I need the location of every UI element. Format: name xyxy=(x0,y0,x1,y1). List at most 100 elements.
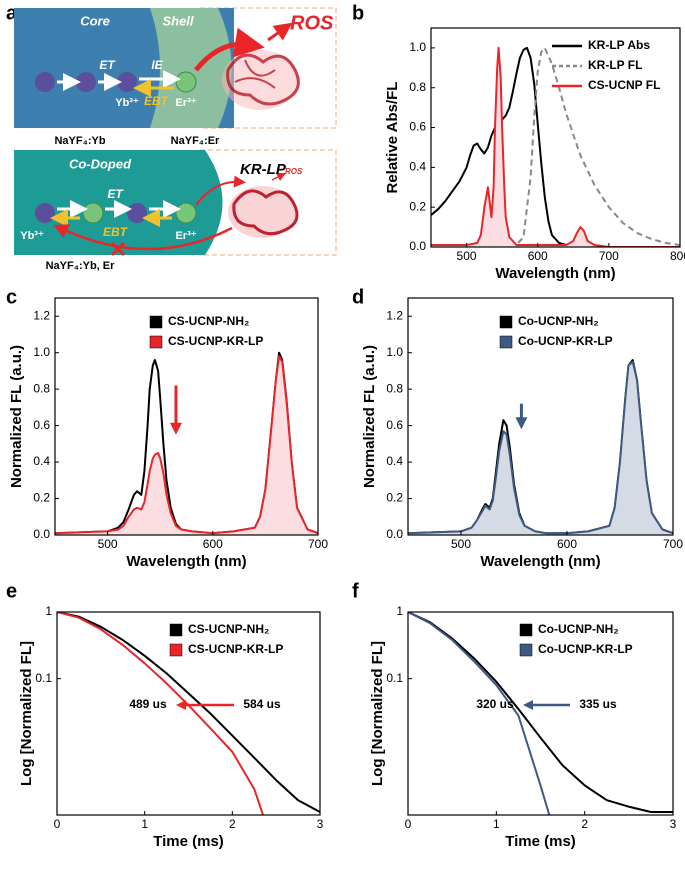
x-tick-label: 0 xyxy=(54,817,61,831)
panel-label: c xyxy=(6,286,17,308)
x-tick-label: 700 xyxy=(308,537,328,551)
label: ET xyxy=(99,58,116,72)
plot xyxy=(55,351,318,535)
plot xyxy=(408,359,673,535)
plot-frame xyxy=(407,611,674,816)
dashed-box xyxy=(199,149,337,256)
y-axis-label: Relative Abs/FL xyxy=(384,82,401,194)
y-tick-label: 0.1 xyxy=(35,671,52,685)
line xyxy=(408,612,551,815)
label: ROS xyxy=(285,167,303,176)
y-axis-label: Normalized FL (a.u.) xyxy=(8,345,25,488)
annotation: 489 us xyxy=(129,697,167,711)
arrow xyxy=(271,172,287,182)
legend-label: KR-LP Abs xyxy=(588,38,650,52)
legend-marker xyxy=(149,335,163,349)
label: NaYF₄:Er xyxy=(171,135,220,147)
legend-marker xyxy=(169,643,183,657)
ion xyxy=(35,72,55,92)
annotation-arrowhead xyxy=(523,700,533,710)
ion xyxy=(175,71,197,93)
arrow xyxy=(195,175,246,206)
plot xyxy=(431,46,680,247)
shell-shape xyxy=(150,8,232,128)
label: EBT xyxy=(144,94,170,108)
diagram-top: Core Shell ET IE EBT Yb³⁺ Er³⁺ NaYF₄:Yb … xyxy=(14,7,337,147)
y-tick-label: 0.0 xyxy=(386,527,403,541)
y-tick-label: 0.6 xyxy=(33,418,50,432)
legend-marker xyxy=(499,335,513,349)
y-tick-label: 0.1 xyxy=(386,671,403,685)
plot-frame xyxy=(56,611,321,816)
x-tick-label: 800 xyxy=(670,249,685,263)
ion xyxy=(117,72,137,92)
x-tick-label: 3 xyxy=(317,817,324,831)
x-axis-label: Time (ms) xyxy=(505,833,576,850)
y-tick-label: 0.8 xyxy=(409,80,426,94)
y-tick-label: 0.4 xyxy=(409,160,426,174)
annotation-arrowhead xyxy=(515,417,528,430)
y-tick-label: 1.2 xyxy=(33,308,50,322)
y-tick-label: 1.0 xyxy=(409,40,426,54)
panel-label: f xyxy=(352,580,359,602)
ion xyxy=(35,203,55,223)
y-axis-label: Log [Normalized FL] xyxy=(18,641,35,786)
y-tick-label: 0.4 xyxy=(33,454,50,468)
line xyxy=(408,612,673,813)
line xyxy=(408,360,673,535)
legend-marker xyxy=(149,315,163,329)
legend-label: Co-UCNP-KR-LP xyxy=(538,642,633,656)
legend-label: CS-UCNP-KR-LP xyxy=(188,642,283,656)
x-tick-label: 0 xyxy=(405,817,412,831)
x-tick-label: 700 xyxy=(599,249,619,263)
y-tick-label: 0.2 xyxy=(386,491,403,505)
y-tick-label: 1.0 xyxy=(386,345,403,359)
x-tick-label: 600 xyxy=(203,537,223,551)
arrow xyxy=(53,224,233,251)
legend-label: Co-UCNP-NH₂ xyxy=(538,622,619,636)
x-tick-label: 2 xyxy=(229,817,236,831)
annotation-arrowhead xyxy=(176,700,186,710)
x-axis-label: Time (ms) xyxy=(153,833,224,850)
area xyxy=(55,356,318,535)
y-axis-label: Normalized FL (a.u.) xyxy=(361,345,378,488)
cross xyxy=(110,241,126,257)
plot xyxy=(408,612,673,815)
x-tick-label: 1 xyxy=(141,817,148,831)
x-tick-label: 1 xyxy=(493,817,500,831)
legend-marker xyxy=(519,623,533,637)
legend-label: KR-LP FL xyxy=(588,58,642,72)
x-axis-label: Wavelength (nm) xyxy=(126,553,246,570)
label: Yb³⁺ xyxy=(115,97,139,109)
x-tick-label: 500 xyxy=(457,249,477,263)
panel-label: d xyxy=(352,286,364,308)
diagram-bottom: Co-Doped ET EBT Yb³⁺ Er³⁺ NaYF₄:Yb, Er K… xyxy=(14,149,337,272)
label: IE xyxy=(151,58,163,72)
legend-label: Co-UCNP-KR-LP xyxy=(518,334,613,348)
y-axis-label: Log [Normalized FL] xyxy=(369,641,386,786)
legend-label: CS-UCNP-NH₂ xyxy=(188,622,269,636)
x-axis-label: Wavelength (nm) xyxy=(480,553,600,570)
ion xyxy=(175,202,197,224)
legend-label: CS-UCNP FL xyxy=(588,78,660,92)
protein xyxy=(222,50,300,110)
line xyxy=(55,351,318,535)
label: Yb³⁺ xyxy=(20,230,44,242)
x-tick-label: 500 xyxy=(451,537,471,551)
ion xyxy=(76,72,96,92)
y-tick-label: 0.2 xyxy=(409,199,426,213)
panel-label: e xyxy=(6,580,17,602)
label: Core xyxy=(80,13,110,28)
label: NaYF₄:Yb xyxy=(54,135,105,147)
plot-frame xyxy=(430,27,681,248)
x-tick-label: 700 xyxy=(663,537,683,551)
label: Er³⁺ xyxy=(175,230,196,242)
line xyxy=(431,46,680,247)
legend-label: CS-UCNP-KR-LP xyxy=(168,334,263,348)
arrow xyxy=(194,27,265,72)
label: Co-Doped xyxy=(69,156,132,171)
label: EBT xyxy=(103,225,129,239)
legend-marker xyxy=(499,315,513,329)
protein xyxy=(228,186,299,238)
